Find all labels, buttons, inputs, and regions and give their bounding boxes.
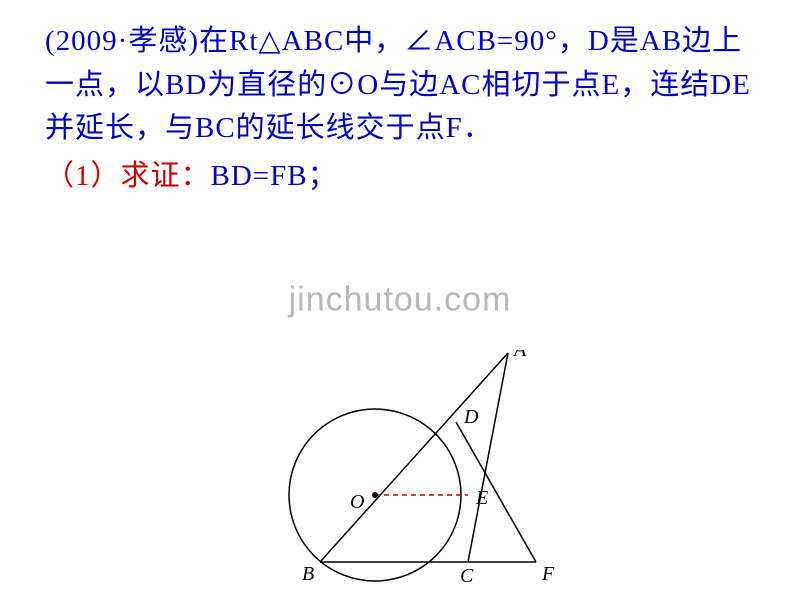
geometry-figure: A D O E B C F (280, 350, 580, 590)
proof-line: （1）求证：BD=FB； (0, 151, 800, 199)
svg-text:F: F (541, 563, 555, 585)
svg-text:D: D (463, 406, 479, 428)
problem-text: (2009·孝感)在Rt△ABC中，∠ACB=90°，D是AB边上一点，以BD为… (0, 0, 800, 151)
figure-svg: A D O E B C F (280, 350, 580, 590)
proof-content: BD=FB； (211, 160, 338, 192)
proof-label: （1）求证： (45, 160, 211, 192)
svg-text:O: O (350, 491, 364, 513)
svg-text:C: C (460, 565, 474, 587)
svg-text:B: B (302, 563, 314, 585)
svg-text:A: A (512, 350, 527, 361)
svg-text:E: E (475, 487, 488, 509)
watermark: jinchutou.com (289, 281, 512, 320)
